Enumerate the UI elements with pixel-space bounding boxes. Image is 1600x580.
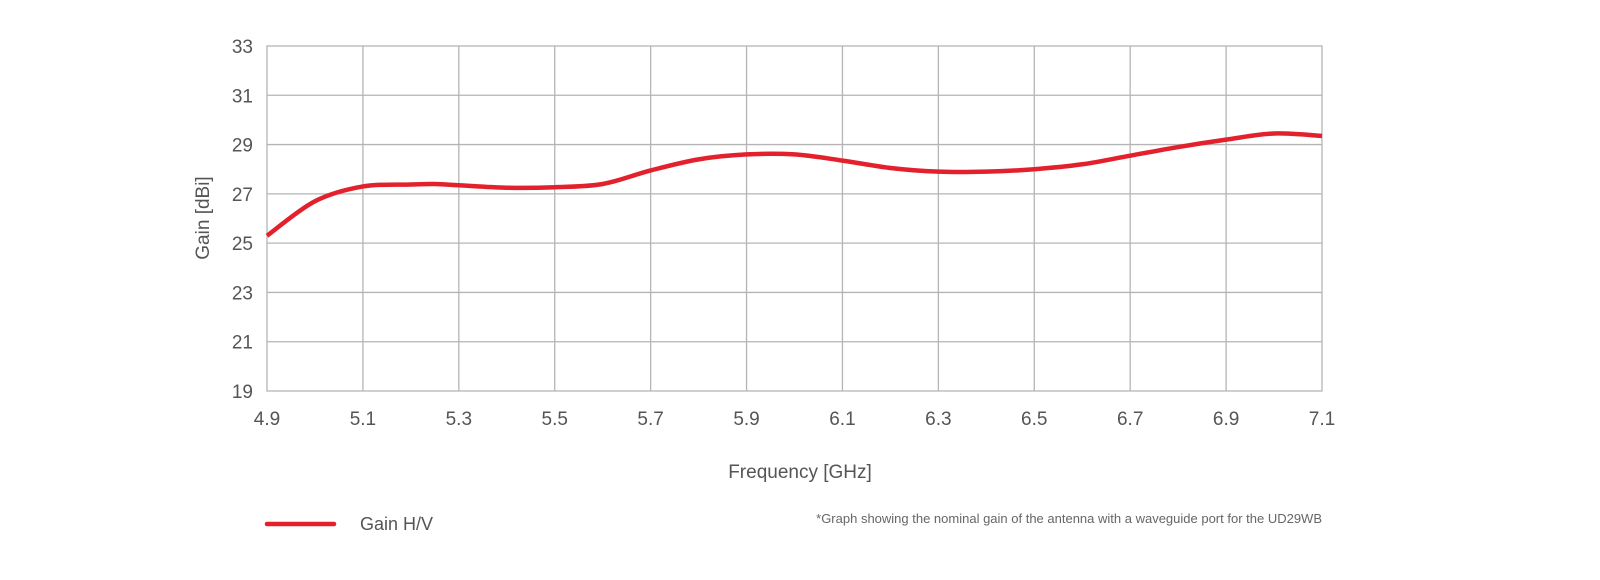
x-tick-label: 5.9	[733, 409, 759, 430]
plot-frame	[266, 45, 1323, 392]
x-tick-label: 6.9	[1213, 409, 1239, 430]
legend-label-gain: Gain H/V	[360, 514, 433, 534]
x-tick-label: 5.1	[350, 409, 376, 430]
x-tick-label: 5.7	[637, 409, 663, 430]
y-tick-label: 21	[232, 333, 253, 354]
series-line-gain	[265, 131, 1323, 238]
x-tick-label: 4.9	[254, 409, 280, 430]
x-tick-label: 7.1	[1309, 409, 1335, 430]
x-tick-label: 6.1	[829, 409, 855, 430]
y-tick-label: 31	[232, 86, 253, 107]
y-tick-label: 27	[232, 185, 253, 206]
y-axis-ticks: 33 31 29 27 25 23 21 19	[232, 37, 253, 403]
x-axis-label: Frequency [GHz]	[728, 462, 872, 483]
x-tick-label: 6.7	[1117, 409, 1143, 430]
grid	[266, 45, 1323, 392]
x-tick-label: 5.3	[446, 409, 472, 430]
y-tick-label: 33	[232, 37, 253, 58]
x-tick-label: 5.5	[542, 409, 568, 430]
x-tick-label: 6.5	[1021, 409, 1047, 430]
x-tick-label: 6.3	[925, 409, 951, 430]
legend: Gain H/V	[264, 514, 433, 534]
y-axis-label: Gain [dBi]	[193, 176, 214, 259]
footnote: *Graph showing the nominal gain of the a…	[816, 511, 1322, 526]
y-tick-label: 19	[232, 382, 253, 403]
series-lines	[265, 131, 1323, 238]
y-tick-label: 23	[232, 283, 253, 304]
y-tick-label: 25	[232, 234, 253, 255]
y-tick-label: 29	[232, 136, 253, 157]
x-axis-ticks: 4.9 5.1 5.3 5.5 5.7 5.9 6.1 6.3 6.5 6.7 6.9 7.1	[254, 409, 1335, 430]
